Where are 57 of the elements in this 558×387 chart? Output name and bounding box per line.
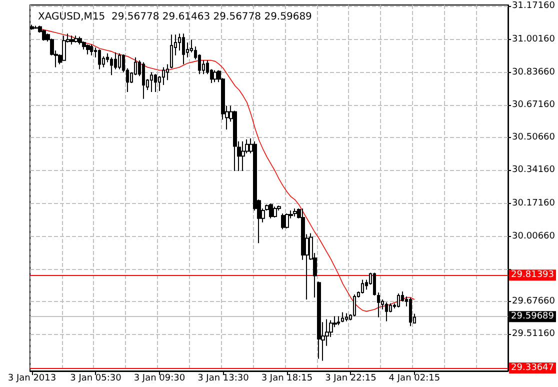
- ref-line-label: 29.59689: [511, 312, 554, 322]
- x-tick-label: 3 Jan 22:15: [325, 374, 376, 384]
- candlestick: [98, 48, 101, 70]
- x-tick-label: 3 Jan 18:15: [261, 374, 313, 384]
- ref-line-label: 29.81393: [511, 270, 554, 280]
- candlestick: [269, 203, 273, 219]
- candlestick: [317, 281, 321, 360]
- candlestick: [42, 29, 46, 42]
- candlestick: [409, 296, 412, 327]
- candlestick: [118, 52, 121, 70]
- y-tick-label: 29.51160: [512, 329, 556, 340]
- candlestick: [170, 34, 173, 69]
- candlestick: [34, 25, 38, 30]
- candlestick: [154, 74, 157, 92]
- ref-line-label: 29.33647: [511, 363, 554, 374]
- y-tick-label: 29.67660: [512, 296, 556, 307]
- candlestick: [74, 35, 78, 44]
- x-tick-label: 4 Jan 02:15: [388, 374, 440, 384]
- candlestick: [150, 72, 153, 92]
- candlestick: [285, 212, 289, 229]
- candlestick: [70, 35, 74, 46]
- y-tick-label: 30.17160: [512, 198, 556, 209]
- y-tick-label: 30.00660: [512, 231, 556, 242]
- y-tick-label: 31.00160: [512, 34, 556, 45]
- candlestick: [273, 206, 277, 218]
- candlestick: [182, 33, 185, 65]
- candlestick: [233, 110, 237, 172]
- candlestick: [213, 70, 217, 83]
- candlestick: [110, 56, 113, 76]
- y-tick-label: 30.67160: [512, 100, 556, 110]
- x-tick-label: 3 Jan 2013: [8, 374, 56, 384]
- candlestick: [373, 272, 376, 296]
- x-tick-label: 3 Jan 13:30: [198, 374, 250, 384]
- x-tick-label: 3 Jan 09:30: [134, 374, 186, 384]
- y-tick-label: 31.17160: [512, 1, 556, 12]
- candlestick: [241, 140, 245, 172]
- candlestick: [293, 208, 297, 217]
- y-tick-label: 30.83660: [512, 67, 556, 78]
- candlestick: [341, 312, 344, 323]
- candlestick: [166, 64, 169, 81]
- candlestick: [353, 294, 356, 317]
- y-tick-label: 30.50660: [512, 132, 556, 142]
- candlestick: [78, 36, 82, 46]
- candlestick: [86, 44, 90, 55]
- candlestick: [90, 44, 93, 56]
- candlestick: [361, 279, 364, 294]
- y-tick-label: 30.34160: [512, 165, 556, 176]
- text: XAGUSD,M15 29.56778 29.61463 29.56778 29.59689: [38, 12, 312, 22]
- candlestick: [337, 316, 340, 326]
- candlestick: [377, 292, 380, 318]
- candlestick: [142, 62, 145, 100]
- x-tick-label: 3 Jan 05:30: [70, 374, 122, 384]
- candlestick: [62, 35, 66, 61]
- candlestick: [281, 212, 285, 230]
- candlestick: [385, 302, 388, 322]
- candlestick: [345, 312, 348, 322]
- candlestick: [397, 293, 400, 308]
